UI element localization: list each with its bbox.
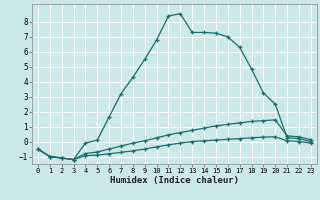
X-axis label: Humidex (Indice chaleur): Humidex (Indice chaleur) — [110, 176, 239, 185]
